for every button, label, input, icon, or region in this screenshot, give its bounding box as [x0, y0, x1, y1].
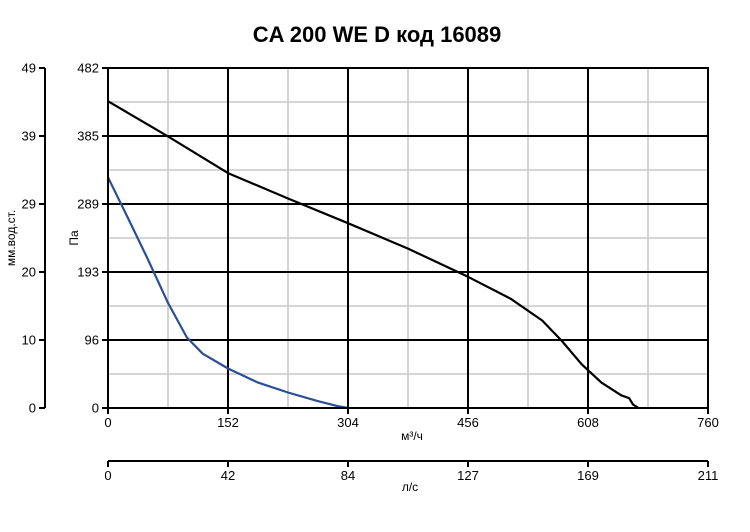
x-tick-label: 456: [457, 415, 479, 430]
x-tick-label: 0: [104, 415, 111, 430]
chart-title: CA 200 WE D код 16089: [253, 22, 502, 47]
y-axis-label-primary: Па: [67, 230, 81, 246]
y-tick-label: 289: [77, 197, 99, 212]
y2-tick-label: 20: [22, 265, 36, 280]
y-tick-label: 96: [85, 333, 99, 348]
y-axis-label-secondary: мм.вод.ст.: [4, 210, 18, 266]
y2-tick-label: 49: [22, 61, 36, 76]
y-tick-label: 482: [77, 61, 99, 76]
y2-tick-label: 10: [22, 333, 36, 348]
x2-tick-label: 211: [698, 468, 719, 483]
x2-tick-label: 42: [221, 468, 235, 483]
axes: [39, 67, 709, 467]
series-layer: [107, 100, 640, 410]
x-axis-label-primary: м³/ч: [401, 429, 423, 443]
plot-frame: [107, 67, 709, 409]
y2-tick-label: 39: [22, 129, 36, 144]
y2-tick-label: 29: [22, 197, 36, 212]
x-tick-label: 152: [217, 415, 239, 430]
x2-tick-label: 84: [341, 468, 355, 483]
x-axis-label-secondary: л/с: [402, 480, 418, 494]
y-tick-label: 0: [92, 401, 99, 416]
y-tick-label: 385: [77, 129, 99, 144]
tick-labels: 0 96 193 289 385 482 0 10 20 29 39 49 0 152 304 456 608 7…: [22, 61, 719, 484]
x-tick-label: 304: [337, 415, 359, 430]
series-line-2: [107, 176, 349, 410]
x2-tick-label: 0: [104, 468, 111, 483]
x-tick-label: 608: [577, 415, 599, 430]
x2-tick-label: 127: [457, 468, 479, 483]
x-tick-label: 760: [697, 415, 719, 430]
x2-tick-label: 169: [577, 468, 599, 483]
y2-tick-label: 0: [29, 401, 36, 416]
y-tick-label: 193: [77, 265, 99, 280]
grid: [108, 68, 708, 408]
series-line-1: [107, 100, 640, 409]
